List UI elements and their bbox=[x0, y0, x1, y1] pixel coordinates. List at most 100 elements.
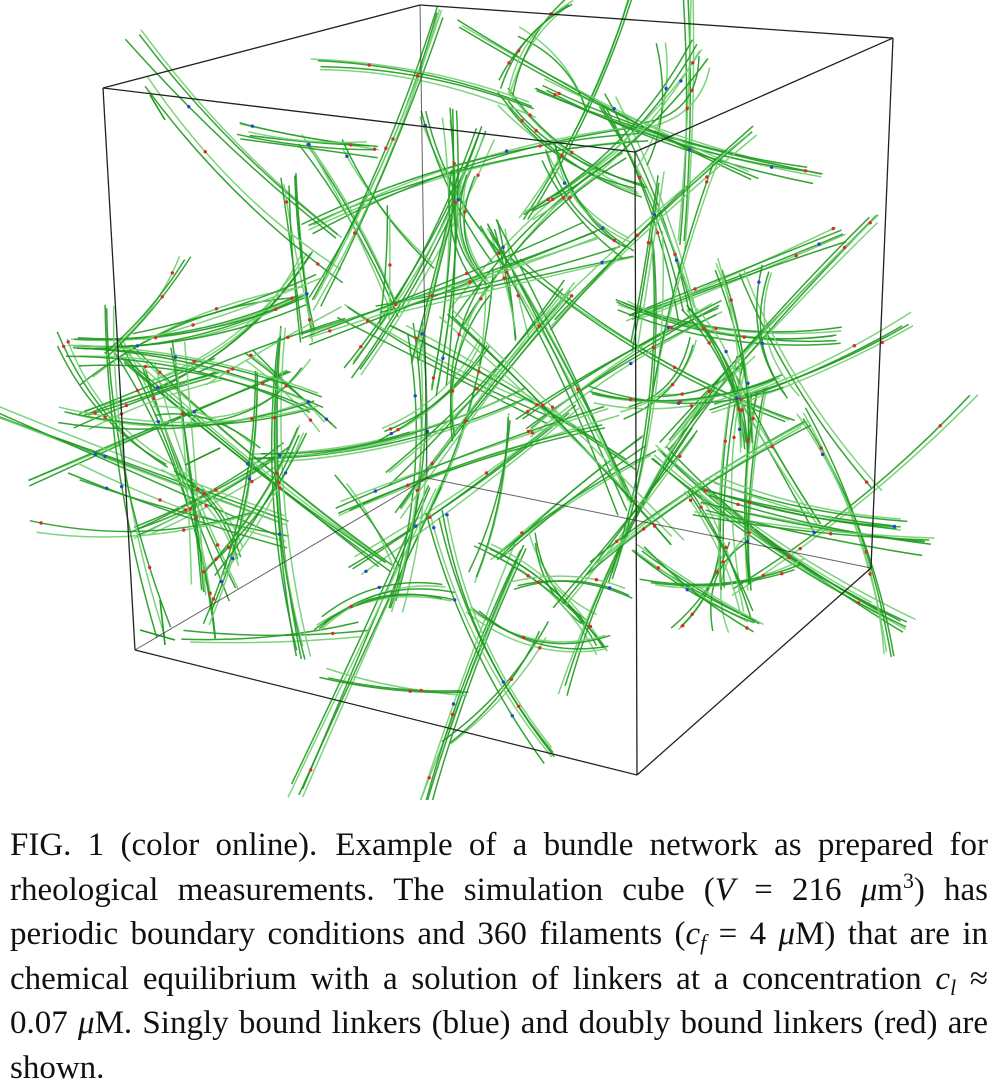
filament bbox=[507, 100, 645, 186]
doubly-bound-linker bbox=[747, 531, 751, 535]
filament bbox=[420, 110, 493, 263]
filament bbox=[81, 371, 220, 417]
filament bbox=[202, 424, 301, 573]
filament bbox=[335, 405, 605, 509]
doubly-bound-linker bbox=[561, 196, 566, 200]
cube-back-edge bbox=[426, 477, 872, 569]
doubly-bound-linker bbox=[359, 345, 363, 349]
doubly-bound-linker bbox=[451, 389, 455, 393]
doubly-bound-linker bbox=[732, 435, 736, 440]
filament bbox=[29, 512, 251, 533]
doubly-bound-linker bbox=[526, 429, 531, 434]
doubly-bound-linker bbox=[693, 287, 697, 291]
filament bbox=[717, 257, 743, 448]
filament bbox=[546, 89, 814, 185]
filament bbox=[665, 445, 883, 614]
doubly-bound-linker bbox=[673, 252, 677, 257]
doubly-bound-linker bbox=[747, 500, 751, 504]
filament bbox=[686, 304, 742, 441]
filament bbox=[79, 479, 290, 537]
doubly-bound-linker bbox=[594, 578, 599, 582]
doubly-bound-linker bbox=[705, 180, 709, 184]
filament bbox=[58, 400, 315, 430]
doubly-bound-linker bbox=[678, 399, 682, 404]
singly-bound-linker bbox=[187, 105, 191, 109]
filament bbox=[635, 233, 846, 321]
filament bbox=[340, 407, 609, 503]
filament bbox=[252, 349, 333, 425]
doubly-bound-linker bbox=[646, 241, 651, 245]
doubly-bound-linker bbox=[475, 387, 479, 391]
singly-bound-linker bbox=[441, 356, 445, 360]
filament bbox=[385, 287, 564, 474]
doubly-bound-linker bbox=[530, 431, 534, 435]
filament bbox=[650, 157, 716, 405]
filament bbox=[104, 304, 158, 638]
doubly-bound-linker bbox=[147, 565, 152, 570]
singly-bound-linker bbox=[812, 530, 816, 535]
singly-bound-linker bbox=[219, 579, 224, 584]
filament bbox=[319, 68, 537, 119]
filament bbox=[360, 139, 495, 376]
filament bbox=[140, 29, 342, 239]
filament bbox=[499, 3, 573, 89]
caption-sentence-2-start: The simulation cube ( bbox=[393, 871, 715, 908]
filament-network bbox=[0, 0, 979, 800]
filament bbox=[638, 555, 756, 622]
filament bbox=[518, 26, 587, 112]
doubly-bound-linker bbox=[93, 411, 97, 415]
filament bbox=[36, 511, 256, 538]
filament bbox=[425, 512, 545, 764]
doubly-bound-linker bbox=[188, 507, 193, 511]
doubly-bound-linker bbox=[521, 635, 526, 640]
doubly-bound-linker bbox=[520, 531, 524, 535]
singly-bound-linker bbox=[652, 213, 657, 217]
doubly-bound-linker bbox=[550, 405, 555, 409]
volume-value: = 216 bbox=[734, 871, 861, 908]
filament bbox=[426, 544, 525, 800]
singly-bound-linker bbox=[501, 245, 505, 249]
doubly-bound-linker bbox=[39, 521, 43, 525]
singly-bound-linker bbox=[510, 714, 514, 718]
filament bbox=[687, 306, 748, 444]
filament bbox=[431, 548, 527, 800]
doubly-bound-linker bbox=[195, 487, 200, 491]
singly-bound-linker bbox=[679, 79, 683, 83]
doubly-bound-linker bbox=[588, 624, 593, 629]
doubly-bound-linker bbox=[290, 296, 294, 300]
filament bbox=[144, 85, 344, 284]
singly-bound-linker bbox=[735, 396, 739, 401]
filament bbox=[174, 353, 193, 585]
singly-bound-linker bbox=[769, 165, 774, 169]
volume-unit-mu: μ bbox=[860, 871, 878, 908]
doubly-bound-linker bbox=[680, 392, 684, 396]
doubly-bound-linker bbox=[468, 280, 472, 284]
doubly-bound-linker bbox=[864, 550, 869, 554]
singly-bound-linker bbox=[373, 489, 378, 493]
doubly-bound-linker bbox=[868, 572, 872, 576]
doubly-bound-linker bbox=[463, 210, 467, 214]
singly-bound-linker bbox=[820, 452, 825, 457]
filament bbox=[248, 403, 517, 464]
doubly-bound-linker bbox=[842, 245, 847, 250]
filament bbox=[463, 175, 487, 280]
doubly-bound-linker bbox=[656, 566, 660, 570]
doubly-bound-linker bbox=[794, 253, 798, 258]
filament bbox=[643, 546, 754, 633]
filament bbox=[202, 370, 257, 625]
filament bbox=[336, 316, 548, 425]
singly-bound-linker bbox=[687, 148, 691, 152]
doubly-bound-linker bbox=[353, 231, 357, 235]
filament bbox=[326, 667, 467, 697]
filament bbox=[73, 377, 211, 429]
singly-bound-linker bbox=[173, 355, 178, 359]
doubly-bound-linker bbox=[745, 626, 749, 630]
filament bbox=[591, 378, 777, 402]
singly-bound-linker bbox=[250, 124, 255, 128]
doubly-bound-linker bbox=[672, 365, 677, 370]
doubly-bound-linker bbox=[689, 404, 694, 408]
doubly-bound-linker bbox=[780, 572, 784, 576]
doubly-bound-linker bbox=[723, 439, 727, 443]
filament-fragment bbox=[184, 447, 221, 466]
filament bbox=[495, 219, 633, 504]
